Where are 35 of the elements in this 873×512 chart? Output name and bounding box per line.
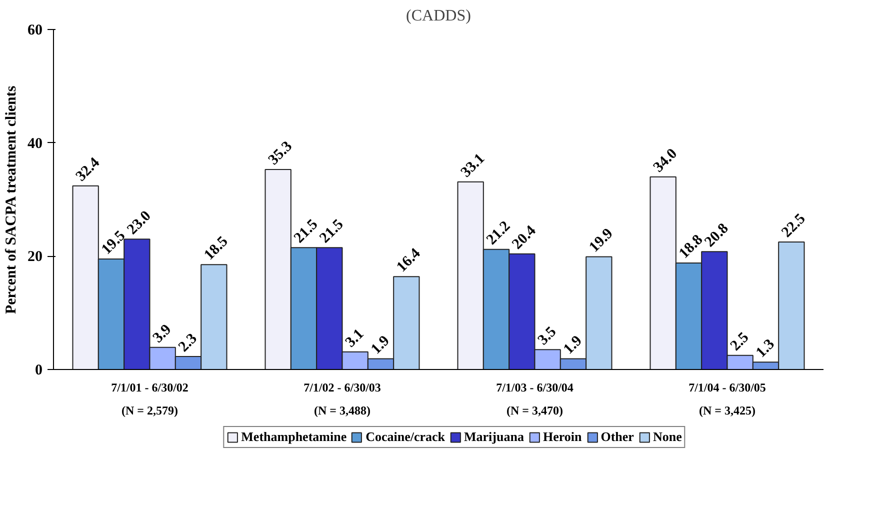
data-label: 2.5 [728, 330, 752, 354]
data-label: 1.9 [368, 332, 393, 358]
data-label: 35.3 [266, 138, 296, 168]
data-label: 20.8 [702, 220, 732, 250]
data-label: 22.5 [778, 210, 809, 241]
legend-label: Marijuana [464, 429, 524, 445]
legend-label: Heroin [542, 429, 582, 445]
data-label: 18.5 [201, 234, 232, 264]
data-label: 20.4 [509, 222, 540, 253]
y-tick-label: 20 [28, 249, 42, 266]
legend-label: None [652, 429, 682, 445]
data-label: 32.4 [73, 154, 104, 185]
y-axis-title: Percent of SACPA treatment clients [4, 86, 20, 314]
y-tick-label: 0 [35, 362, 42, 378]
y-tick-label: 60 [28, 22, 42, 38]
data-label: 3.9 [150, 322, 175, 346]
category-label: 7/1/02 - 6/30/03 (N = 3,488) [304, 380, 381, 418]
data-label: 34.0 [650, 146, 680, 176]
data-label: 16.4 [394, 245, 424, 276]
data-label: 3.5 [535, 324, 560, 348]
data-label: 1.9 [560, 332, 586, 358]
legend-label: Cocaine/crack [366, 429, 446, 445]
data-label: 1.3 [753, 336, 778, 361]
category-label: 7/1/03 - 6/30/04 (N = 3,470) [496, 380, 574, 418]
data-label: 33.1 [458, 150, 488, 181]
legend-label: Other [600, 429, 634, 445]
chart-title: (CADDS) [406, 8, 471, 24]
data-label: 2.3 [176, 330, 200, 356]
legend-label: Methamphetamine [241, 429, 347, 445]
data-label: 3.1 [342, 326, 368, 351]
data-label: 21.5 [316, 216, 347, 246]
category-label: 7/1/01 - 6/30/02 (N = 2,579) [111, 380, 188, 418]
data-label: 19.9 [586, 226, 616, 256]
category-label: 7/1/04 - 6/30/05 (N = 3,425) [688, 380, 766, 418]
y-tick-label: 40 [28, 136, 42, 152]
